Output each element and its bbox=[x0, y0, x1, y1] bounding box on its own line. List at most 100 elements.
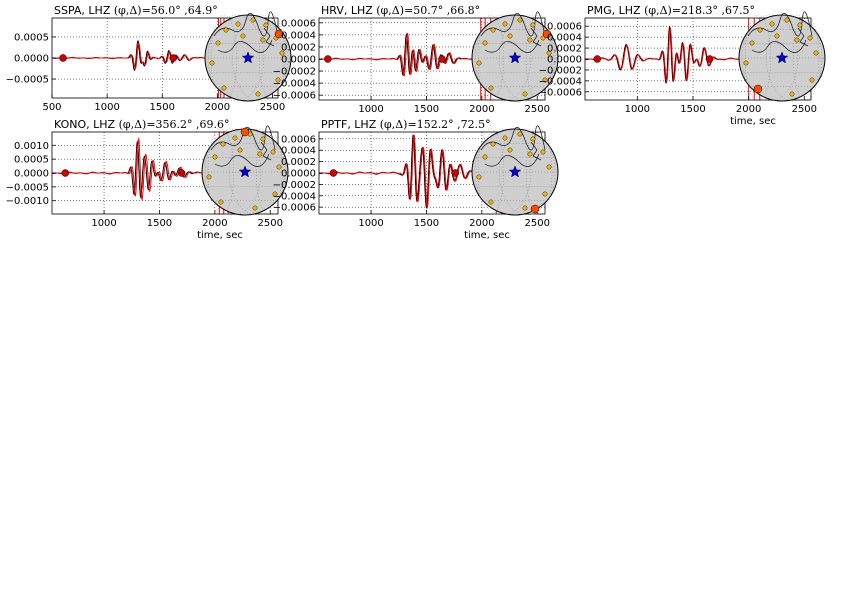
globe-inset bbox=[204, 11, 292, 102]
x-axis-label: time, sec bbox=[464, 230, 510, 241]
subplot-title: SSPA, LHZ (φ,Δ)=56.0° ,64.9° bbox=[54, 4, 218, 17]
station-dot-6 bbox=[482, 40, 488, 46]
coastline bbox=[480, 11, 546, 53]
ytick-label-6: −0.0006 bbox=[273, 91, 316, 102]
xtick-label-1: 1500 bbox=[680, 104, 705, 115]
title-angles: (φ,Δ)=50.7° ,66.8° bbox=[376, 4, 480, 17]
title-station: SSPA, LHZ bbox=[54, 4, 114, 17]
station-dot-7 bbox=[206, 174, 212, 180]
globe-inset bbox=[471, 11, 559, 102]
meridian-2 bbox=[792, 14, 820, 102]
station-dot-8 bbox=[221, 85, 227, 91]
ytick-label-5: −0.0004 bbox=[539, 76, 582, 87]
ytick-label-1: 0.0004 bbox=[281, 146, 316, 157]
ytick-label-2: 0.0002 bbox=[281, 42, 316, 53]
station-dot-7 bbox=[743, 60, 749, 66]
station-dot-9 bbox=[522, 205, 528, 211]
station-dot-10 bbox=[809, 77, 815, 83]
current-station-dot bbox=[542, 29, 552, 39]
station-dot-11 bbox=[507, 147, 513, 153]
title-angles: (φ,Δ)=356.2° ,69.6° bbox=[119, 118, 230, 131]
x-axis-label: time, sec bbox=[197, 230, 243, 241]
station-dot-12 bbox=[527, 151, 533, 157]
station-dot-12 bbox=[260, 37, 266, 43]
station-dot-7 bbox=[476, 60, 482, 66]
current-station-dot bbox=[753, 84, 763, 94]
globe-inset bbox=[471, 125, 559, 216]
station-dot-0 bbox=[220, 141, 226, 147]
ytick-label-0: 0.0010 bbox=[14, 141, 49, 152]
window-marker-1 bbox=[169, 54, 178, 62]
station-dot-3 bbox=[530, 22, 536, 28]
station-dot-1 bbox=[769, 21, 775, 27]
station-dot-0 bbox=[757, 27, 763, 33]
xtick-label-2: 1500 bbox=[150, 102, 175, 113]
epicenter-star bbox=[508, 165, 522, 178]
station-dot-10 bbox=[542, 191, 548, 197]
station-dot-8 bbox=[488, 199, 494, 205]
xtick-label-3: 2000 bbox=[205, 102, 230, 113]
window-marker-1 bbox=[177, 169, 186, 177]
meridian--1 bbox=[204, 128, 262, 216]
window-marker-0 bbox=[61, 169, 70, 177]
meridian-1 bbox=[498, 128, 556, 216]
station-dot-5 bbox=[813, 50, 819, 56]
station-dot-9 bbox=[789, 91, 795, 97]
ytick-label-1: 0.0000 bbox=[14, 54, 49, 65]
window-marker-1 bbox=[451, 169, 460, 177]
station-dot-4 bbox=[540, 149, 546, 155]
station-dot-3 bbox=[263, 22, 269, 28]
meridian--2 bbox=[210, 14, 238, 102]
coastline bbox=[480, 125, 546, 167]
station-dot-5 bbox=[546, 164, 552, 170]
ytick-label-3: −0.0005 bbox=[6, 182, 49, 193]
subplot-0: 500 1000 1500 2000 2500 0.0005 0.0000 −0.0005 SS… bbox=[6, 4, 292, 113]
meridian-2 bbox=[255, 128, 283, 216]
subplot-title: PMG, LHZ (φ,Δ)=218.3° ,67.5° bbox=[587, 4, 755, 17]
xtick-label-1: 1500 bbox=[147, 218, 172, 229]
station-dot-8 bbox=[218, 199, 224, 205]
window-marker-0 bbox=[593, 55, 601, 63]
subplot-3: 1000 1500 2000 2500 0.0010 0.0005 0.0000 −0.000… bbox=[6, 118, 289, 241]
meridian-1 bbox=[765, 14, 823, 102]
epicenter-star bbox=[508, 51, 522, 64]
title-station: PPTF, LHZ bbox=[321, 118, 380, 131]
observed-trace bbox=[52, 140, 215, 199]
observed-trace bbox=[585, 25, 749, 84]
station-dot-2 bbox=[784, 17, 790, 23]
xtick-label-3: 2500 bbox=[792, 104, 817, 115]
xtick-label-0: 500 bbox=[42, 102, 61, 113]
ytick-label-3: 0.0000 bbox=[281, 55, 316, 66]
station-dot-0 bbox=[223, 27, 229, 33]
station-dot-6 bbox=[215, 40, 221, 46]
ytick-label-0: 0.0006 bbox=[281, 134, 316, 145]
ytick-label-4: −0.0002 bbox=[273, 67, 316, 78]
subplot-title: HRV, LHZ (φ,Δ)=50.7° ,66.8° bbox=[321, 4, 480, 17]
xtick-label-0: 1000 bbox=[358, 104, 383, 115]
ytick-label-6: −0.0006 bbox=[273, 203, 316, 214]
ytick-label-2: −0.0005 bbox=[6, 75, 49, 86]
ytick-label-3: 0.0000 bbox=[547, 55, 582, 66]
ytick-label-2: 0.0002 bbox=[547, 44, 582, 55]
station-dot-7 bbox=[209, 60, 215, 66]
station-dot-5 bbox=[279, 50, 285, 56]
subplot-4: 1000 1500 2000 2500 0.00060.00040.00020.0000… bbox=[273, 118, 559, 241]
xtick-label-3: 2500 bbox=[525, 218, 550, 229]
title-angles: (φ,Δ)=152.2° ,72.5° bbox=[380, 118, 491, 131]
station-dot-1 bbox=[502, 21, 508, 27]
window-marker-1 bbox=[438, 55, 446, 63]
station-dot-10 bbox=[272, 191, 278, 197]
station-dot-7 bbox=[476, 174, 482, 180]
meridian-2 bbox=[258, 14, 286, 102]
station-dot-11 bbox=[240, 33, 246, 39]
xtick-label-1: 1500 bbox=[414, 104, 439, 115]
station-dot-11 bbox=[774, 33, 780, 39]
station-dot-1 bbox=[235, 21, 241, 27]
station-dot-4 bbox=[270, 149, 276, 155]
station-dot-11 bbox=[237, 147, 243, 153]
station-dot-3 bbox=[530, 136, 536, 142]
meridian-2 bbox=[525, 128, 553, 216]
meridian--2 bbox=[477, 14, 505, 102]
station-dot-2 bbox=[517, 17, 523, 23]
